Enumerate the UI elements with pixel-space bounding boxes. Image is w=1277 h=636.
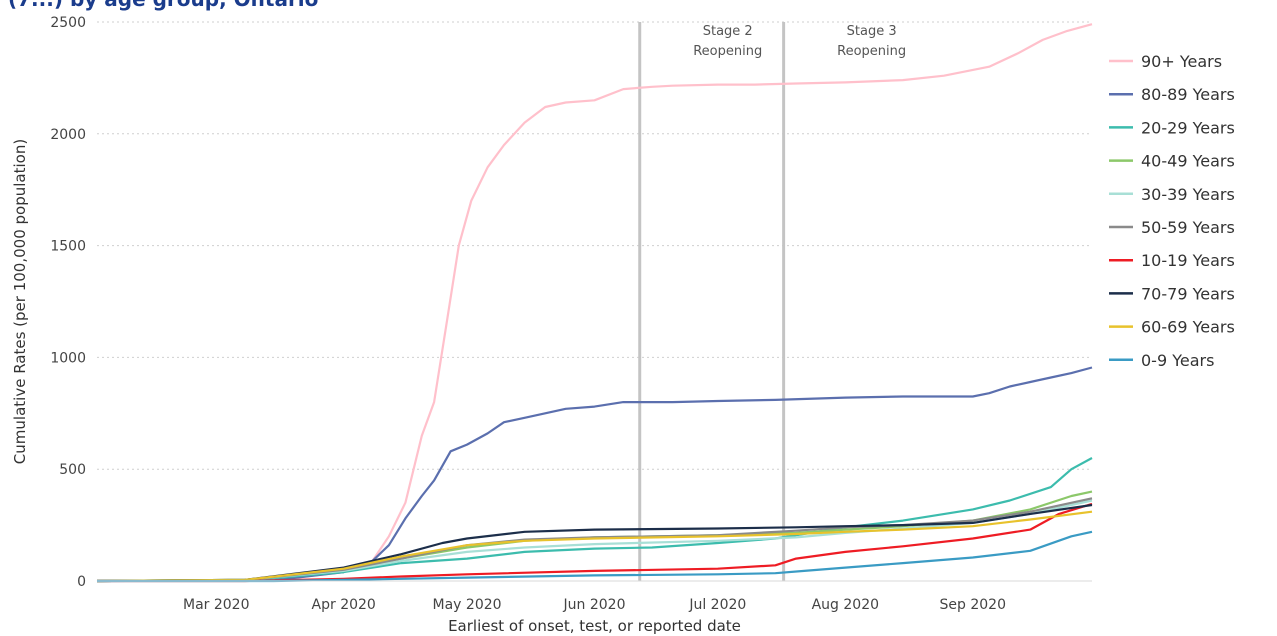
reopening-label-stage: Stage 2 — [703, 24, 753, 39]
legend-item[interactable]: 60-69 Years — [1109, 318, 1235, 337]
legend-label: 90+ Years — [1141, 52, 1222, 71]
x-tick-label: Aug 2020 — [812, 597, 879, 613]
y-axis-title: Cumulative Rates (per 100,000 population… — [11, 139, 29, 464]
legend-item[interactable]: 30-39 Years — [1109, 185, 1235, 204]
x-tick-label: Jun 2020 — [563, 597, 626, 613]
series-line[interactable] — [96, 366, 1093, 583]
legend-label: 20-29 Years — [1141, 118, 1235, 137]
y-tick-label: 0 — [77, 574, 86, 590]
series-line[interactable] — [96, 510, 1093, 583]
x-tick-label: Jul 2020 — [688, 597, 746, 613]
legend-label: 10-19 Years — [1141, 251, 1235, 270]
series-line[interactable] — [96, 23, 1093, 583]
y-tick-label: 500 — [59, 462, 86, 478]
series-line[interactable] — [96, 457, 1093, 583]
x-tick-label: Apr 2020 — [312, 597, 376, 613]
legend-label: 70-79 Years — [1141, 284, 1235, 303]
y-tick-label: 1500 — [50, 239, 86, 255]
x-tick-label: May 2020 — [433, 597, 502, 613]
y-tick-label: 1000 — [50, 350, 86, 366]
series-line[interactable] — [97, 530, 1093, 583]
x-axis-title: Earliest of onset, test, or reported dat… — [448, 617, 741, 635]
legend-label: 0-9 Years — [1141, 351, 1214, 370]
legend-item[interactable]: 50-59 Years — [1109, 218, 1235, 237]
y-tick-label: 2500 — [50, 15, 86, 31]
legend-label: 60-69 Years — [1141, 318, 1235, 337]
series-line[interactable] — [96, 497, 1093, 583]
legend-item[interactable]: 20-29 Years — [1109, 118, 1235, 137]
legend-label: 80-89 Years — [1141, 85, 1235, 104]
x-tick-label: Sep 2020 — [940, 597, 1006, 613]
legend-item[interactable]: 90+ Years — [1109, 52, 1222, 71]
legend-label: 50-59 Years — [1141, 218, 1235, 237]
legend-label: 40-49 Years — [1141, 152, 1235, 171]
chart-title: (7...) by age group, Ontario — [8, 0, 318, 11]
legend-item[interactable]: 10-19 Years — [1109, 251, 1235, 270]
x-tick-label: Mar 2020 — [183, 597, 250, 613]
legend-item[interactable]: 70-79 Years — [1109, 284, 1235, 303]
reopening-label-text: Reopening — [837, 44, 906, 59]
legend-item[interactable]: 80-89 Years — [1109, 85, 1235, 104]
y-tick-label: 2000 — [50, 127, 86, 143]
legend-label: 30-39 Years — [1141, 185, 1235, 204]
legend-item[interactable]: 40-49 Years — [1109, 152, 1235, 171]
reopening-label-text: Reopening — [693, 44, 762, 59]
series-line[interactable] — [96, 503, 1093, 583]
reopening-label-stage: Stage 3 — [847, 24, 897, 39]
series-line[interactable] — [97, 502, 1093, 583]
legend-item[interactable]: 0-9 Years — [1109, 351, 1214, 370]
